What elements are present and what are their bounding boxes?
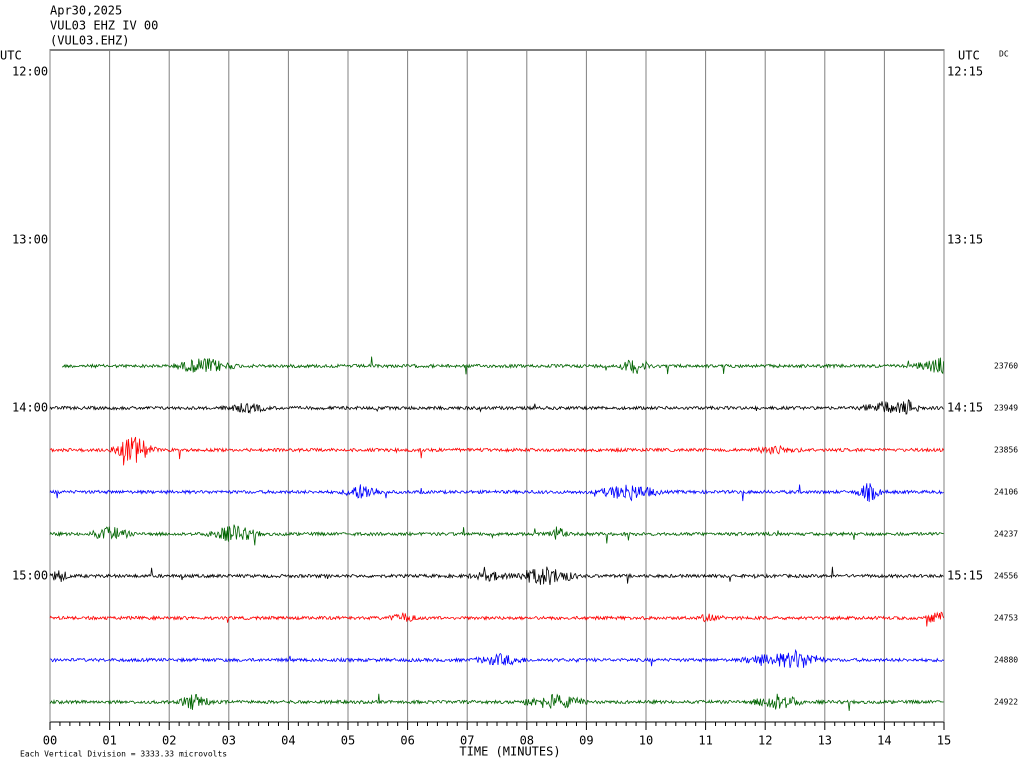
row-label-left: 14:00	[12, 401, 48, 415]
row-label-left: 13:00	[12, 233, 48, 247]
trace	[49, 399, 944, 415]
trace-value: 24106	[994, 488, 1018, 497]
x-tick-label: 04	[281, 734, 295, 748]
x-tick-label: 06	[400, 734, 414, 748]
left-axis-label: UTC	[0, 49, 22, 63]
trace-value: 24556	[994, 572, 1018, 581]
trace-value: 24922	[994, 698, 1018, 707]
x-tick-label: 01	[102, 734, 116, 748]
x-tick-label: 14	[877, 734, 891, 748]
corner-label: DC	[999, 50, 1009, 59]
title-line: (VUL03.EHZ)	[50, 34, 129, 48]
row-label-right: 13:15	[947, 233, 983, 247]
row-label-left: 12:00	[12, 65, 48, 79]
trace-value: 24753	[994, 614, 1018, 623]
trace	[49, 524, 944, 546]
trace-value: 23949	[994, 404, 1018, 413]
x-tick-label: 15	[937, 734, 951, 748]
plot-frame	[49, 49, 945, 723]
row-label-right: 12:15	[947, 65, 983, 79]
x-tick-label: 03	[222, 734, 236, 748]
x-tick-label: 08	[520, 734, 534, 748]
x-axis-label: TIME (MINUTES)	[459, 745, 560, 759]
trace-value: 24880	[994, 656, 1018, 665]
trace	[49, 611, 944, 627]
title-line: Apr30,2025	[50, 4, 122, 18]
trace	[50, 648, 944, 668]
row-label-left: 15:00	[12, 569, 48, 583]
trace-value: 23856	[994, 446, 1018, 455]
row-label-right: 14:15	[947, 401, 983, 415]
trace	[49, 436, 944, 466]
trace	[49, 566, 944, 586]
x-tick-label: 02	[162, 734, 176, 748]
right-axis-label: UTC	[958, 49, 980, 63]
trace	[49, 483, 944, 502]
x-tick-label: 10	[639, 734, 653, 748]
x-tick-label: 12	[758, 734, 772, 748]
title-line: VUL03 EHZ IV 00	[50, 19, 158, 33]
x-tick-label: 00	[43, 734, 57, 748]
footer: Each Vertical Division = 3333.33 microvo…	[20, 750, 227, 759]
trace-value: 24237	[994, 530, 1018, 539]
trace	[61, 356, 944, 375]
x-tick-label: 13	[818, 734, 832, 748]
trace	[49, 693, 944, 711]
x-tick-label: 09	[579, 734, 593, 748]
x-tick-label: 11	[698, 734, 712, 748]
x-tick-label: 05	[341, 734, 355, 748]
trace-value: 23760	[994, 362, 1018, 371]
x-tick-label: 07	[460, 734, 474, 748]
row-label-right: 15:15	[947, 569, 983, 583]
